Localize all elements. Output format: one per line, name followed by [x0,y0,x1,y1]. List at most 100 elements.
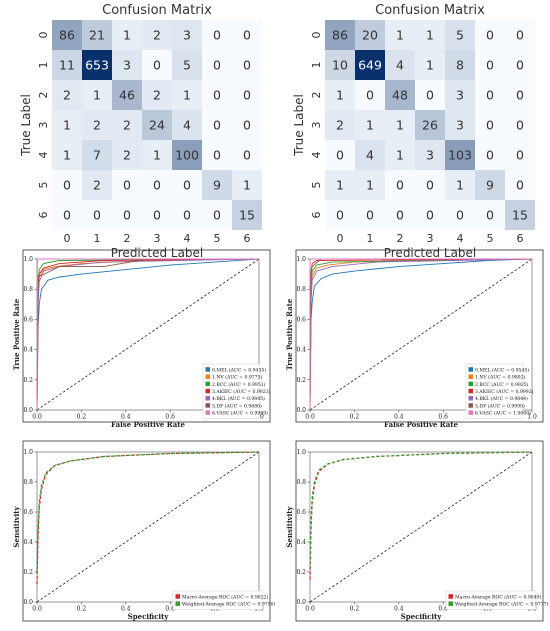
x-tick-label: 6 [244,232,251,245]
heatmap-cell [505,140,535,170]
x-tick-label: 3 [427,232,434,245]
heatmap-cell [52,80,82,110]
y-tick-label: 0.8 [23,479,33,486]
legend-entry: 4.BKL (AUC = 0.9845) [212,395,265,402]
heatmap-cell [82,80,112,110]
x-tick-label: 0.0 [305,606,315,613]
cell-value: 0 [516,88,524,103]
x-tick-label: 1 [367,232,374,245]
heatmap-cell [385,170,415,200]
cell-value: 3 [183,28,191,43]
heatmap-cell [385,200,415,230]
legend-swatch [205,388,210,394]
heatmap-cell [202,140,232,170]
cell-value: 3 [456,118,464,133]
heatmap-cell [475,170,505,200]
y-tick-label: 2 [37,92,50,99]
chance-diagonal [36,451,260,603]
y-tick-label: 0.6 [23,316,33,323]
heatmap-cell [325,20,355,50]
cell-value: 11 [59,58,75,73]
cell-value: 8 [456,58,464,73]
y-tick-label: 0.2 [296,569,306,576]
y-tick-label: 0.4 [23,539,33,546]
roc-chart-2: 0.00.20.40.60.81.00.00.20.40.60.81.0Spec… [12,440,276,622]
cell-value: 15 [239,208,255,223]
heatmap-cell [325,170,355,200]
heatmap-cell [172,110,202,140]
heatmap-cell [505,200,535,230]
cell-value: 0 [486,148,494,163]
heatmap-cell [82,50,112,80]
y-axis-label: Sensitivity [12,506,21,548]
heatmap-cell [82,20,112,50]
heatmap-cell [505,170,535,200]
legend-entry: 0.MEL (AUC = 0.9435) [212,366,266,373]
y-axis-label: True Label [19,94,33,157]
heatmap-cell [232,110,262,140]
heatmap-cell [415,140,445,170]
x-tick-label: 0.6 [438,606,448,613]
y-tick-label: 0.6 [296,316,306,323]
heatmap-cell [112,80,142,110]
cell-value: 0 [486,88,494,103]
cell-value: 1 [153,148,161,163]
y-tick-label: 0.4 [296,539,306,546]
heatmap-cell [385,20,415,50]
legend-entry: 2.BCC (AUC = 0.9951) [212,381,266,388]
cell-value: 0 [426,88,434,103]
cell-value: 0 [516,148,524,163]
heatmap-cell [202,110,232,140]
heatmap-cell [445,110,475,140]
x-axis-label: Specificity [401,612,443,621]
heatmap-cell [112,110,142,140]
cell-value: 1 [336,88,344,103]
heatmap-cell [325,80,355,110]
x-tick-label: 0.0 [32,606,42,613]
y-tick-label: 0.0 [296,599,306,606]
x-tick-label: 0.4 [394,606,404,613]
legend-swatch [205,410,210,415]
legend-swatch [205,367,210,372]
heatmap-cell [445,50,475,80]
cell-value: 0 [456,208,464,223]
heatmap-cell [52,200,82,230]
cell-value: 0 [63,178,71,193]
cell-value: 7 [93,148,101,163]
heatmap-cell [142,110,172,140]
heatmap-cell [232,170,262,200]
figure-frame [22,249,271,423]
cell-value: 20 [362,28,378,43]
legend: Macro-Average ROC (AUC = 0.9822)Weighted… [172,590,276,610]
legend-entry: 5.DF (AUC = 0.9880) [212,402,262,409]
heatmap-cell [325,50,355,80]
cell-value: 9 [213,178,221,193]
x-tick-label: 2 [397,232,404,245]
cell-value: 2 [123,118,131,133]
cell-value: 21 [89,28,105,43]
heatmap-cell [142,140,172,170]
roc-series-line [309,451,533,570]
heatmap-cell [445,80,475,110]
x-tick-label: 1.0 [527,414,537,421]
x-tick-label: 0.2 [350,606,360,613]
legend-entry: Weighted-Average ROC (AUC = 0.9777) [455,601,549,608]
legend-box [465,363,524,419]
cell-value: 86 [59,28,75,43]
x-tick-label: 2 [124,232,131,245]
y-tick-label: 2 [310,92,323,99]
cell-value: 2 [336,118,344,133]
y-tick-label: 4 [37,152,50,159]
heatmap-cell [505,80,535,110]
cell-value: 1 [426,28,434,43]
heatmap-cell [355,140,385,170]
x-axis-label: False Positive Rate [111,420,186,429]
cell-value: 653 [85,58,109,73]
chance-diagonal [309,451,533,603]
legend-swatch [175,601,180,606]
cell-value: 0 [213,208,221,223]
y-tick-label: 1 [310,62,323,69]
legend-swatch [205,374,210,379]
